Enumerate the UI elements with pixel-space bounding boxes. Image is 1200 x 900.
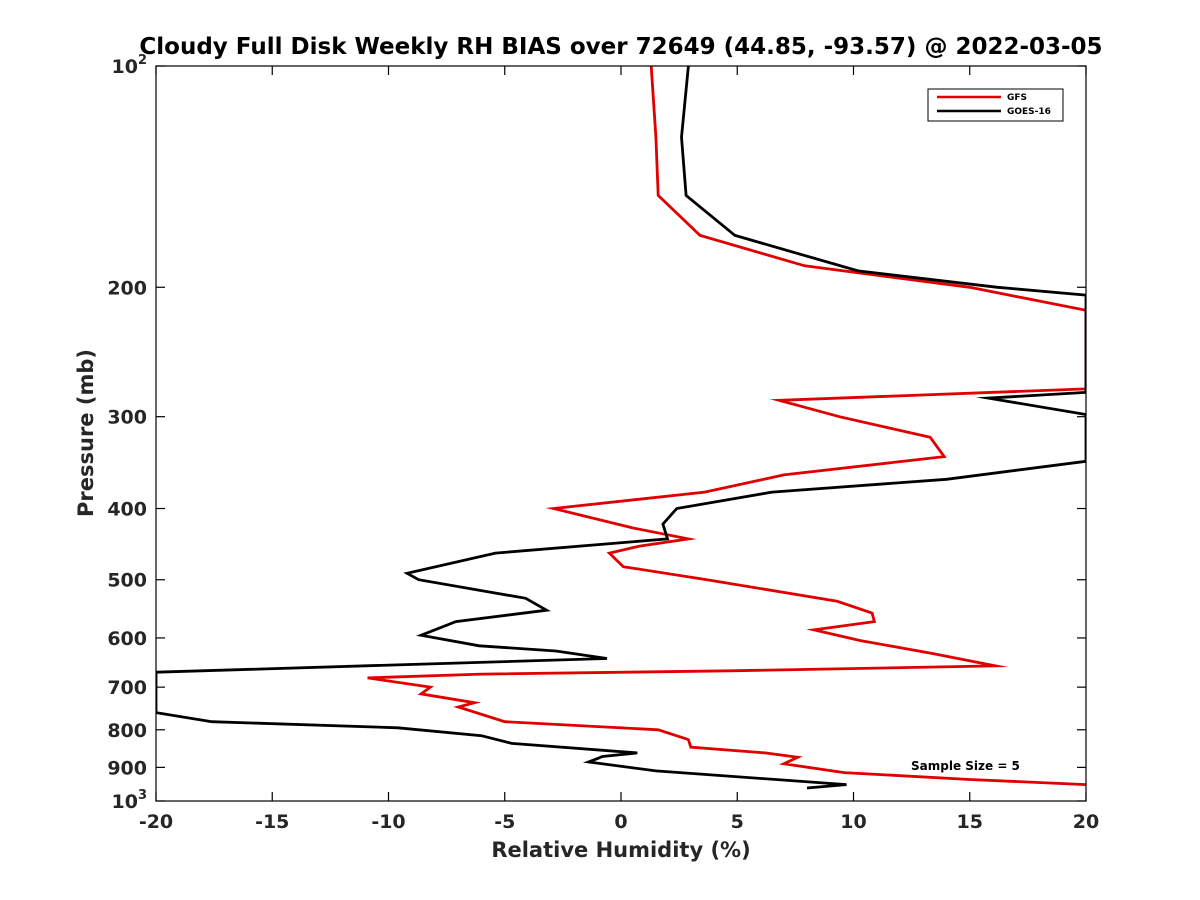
legend-label-goes16: GOES-16: [1007, 107, 1051, 117]
y-axis: 102 200 300 400 500 600 700 800 900 103: [107, 53, 1086, 813]
x-axis: -20 -15 -10 -5 0 5 10 15 20: [139, 66, 1099, 833]
legend-box: [927, 88, 1064, 122]
y-tick-label: 103: [112, 788, 148, 813]
legend: GFS GOES-16: [927, 88, 1064, 122]
x-tick-label: -20: [139, 811, 173, 833]
sample-size-annotation: Sample Size = 5: [911, 759, 1020, 773]
y-tick-label: 200: [107, 277, 147, 299]
x-tick-label: -10: [371, 811, 405, 833]
y-tick-label: 102: [112, 53, 148, 78]
y-tick-label: 800: [107, 720, 147, 742]
x-tick-label: 0: [614, 811, 627, 833]
x-tick-label: 15: [957, 811, 983, 833]
x-tick-label: 5: [731, 811, 744, 833]
series-layer: [156, 66, 1086, 790]
x-axis-label: Relative Humidity (%): [491, 838, 750, 862]
x-tick-label: 10: [840, 811, 866, 833]
y-tick-label: 400: [107, 499, 147, 521]
y-tick-label: 600: [107, 628, 147, 650]
y-tick-label: 300: [107, 407, 147, 429]
y-tick-label: 500: [107, 570, 147, 592]
series-line-goes16: [156, 66, 1086, 790]
series-line-gfs: [367, 66, 1086, 786]
x-tick-label: -5: [494, 811, 515, 833]
chart-title: Cloudy Full Disk Weekly RH BIAS over 726…: [139, 34, 1102, 60]
x-tick-label: -15: [255, 811, 289, 833]
y-tick-label: 700: [107, 677, 147, 699]
y-axis-label: Pressure (mb): [74, 349, 98, 517]
y-tick-label: 900: [107, 757, 147, 779]
legend-label-gfs: GFS: [1007, 93, 1027, 103]
x-tick-label: 20: [1073, 811, 1099, 833]
